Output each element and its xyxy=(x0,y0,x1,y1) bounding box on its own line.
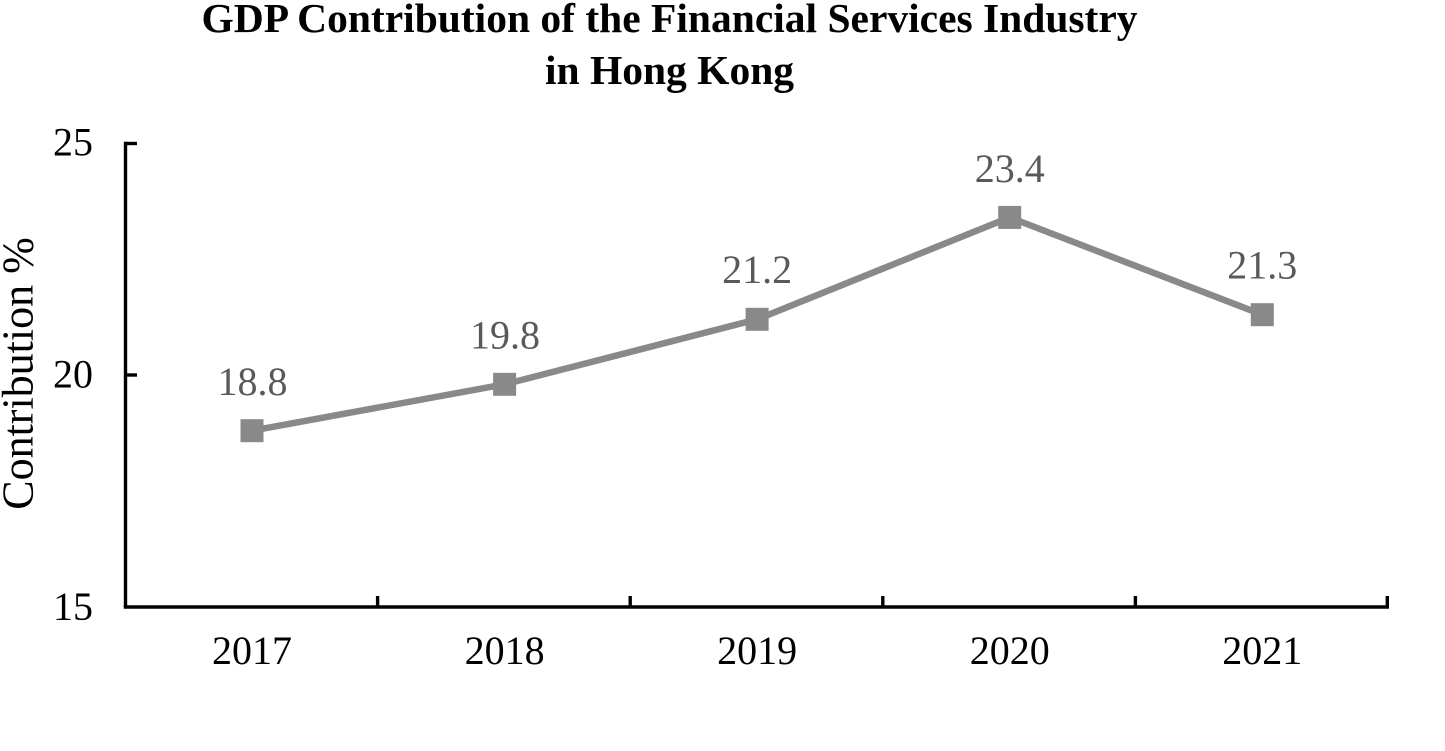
svg-text:15: 15 xyxy=(53,584,93,629)
svg-text:18.8: 18.8 xyxy=(218,359,288,404)
svg-text:GDP Contribution of the Financ: GDP Contribution of the Financial Servic… xyxy=(201,0,1137,41)
svg-text:Contribution %: Contribution % xyxy=(0,237,43,510)
svg-text:2018: 2018 xyxy=(465,628,545,673)
svg-text:in Hong Kong: in Hong Kong xyxy=(545,47,794,93)
svg-text:23.4: 23.4 xyxy=(975,146,1045,191)
svg-text:2017: 2017 xyxy=(212,628,292,673)
svg-text:21.3: 21.3 xyxy=(1227,243,1297,288)
svg-text:2021: 2021 xyxy=(1222,628,1302,673)
svg-text:2019: 2019 xyxy=(717,628,797,673)
svg-text:21.2: 21.2 xyxy=(722,247,792,292)
svg-text:19.8: 19.8 xyxy=(470,313,540,358)
svg-text:20: 20 xyxy=(53,352,93,397)
svg-text:2020: 2020 xyxy=(970,628,1050,673)
svg-text:25: 25 xyxy=(53,119,93,164)
